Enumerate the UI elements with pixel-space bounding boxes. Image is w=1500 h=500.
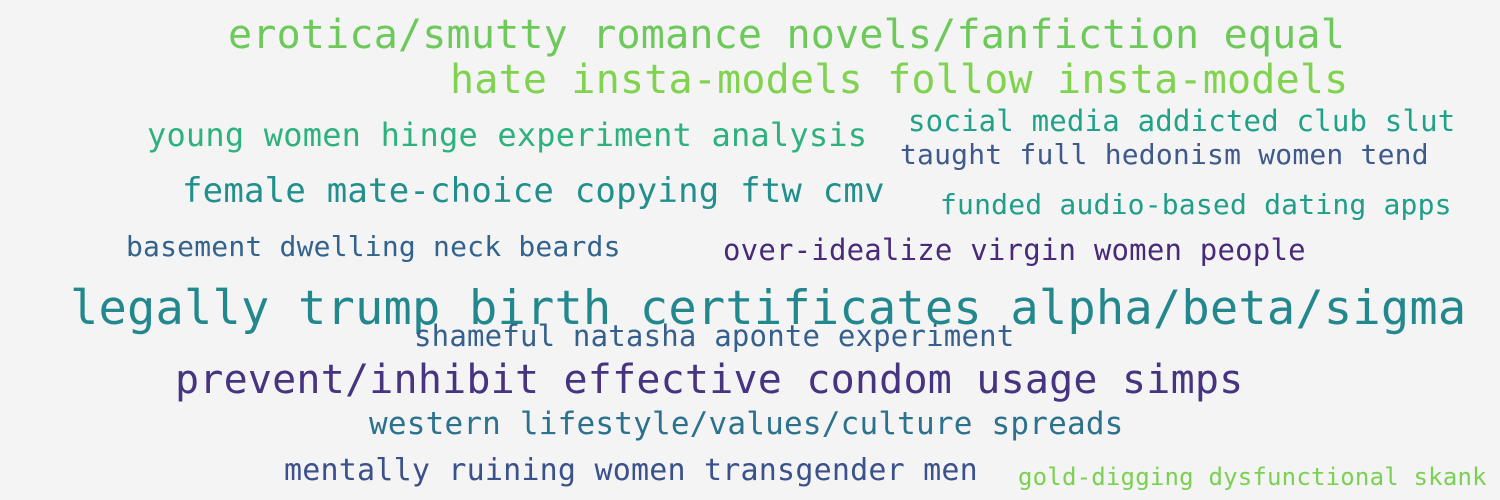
phrase-2: young women hinge experiment analysis — [147, 116, 868, 154]
phrase-3: social media addicted club slut — [908, 104, 1456, 138]
phrase-8: over-idealize virgin women people — [723, 233, 1306, 267]
phrase-12: western lifestyle/values/culture spreads — [369, 406, 1124, 442]
phrase-9: legally trump birth certificates alpha/b… — [70, 281, 1467, 336]
phrase-5: female mate-choice copying ftw cmv — [182, 171, 885, 211]
phrase-4: taught full hedonism women tend — [900, 138, 1429, 171]
phrase-0: erotica/smutty romance novels/fanfiction… — [228, 12, 1345, 58]
phrase-7: basement dwelling neck beards — [126, 230, 621, 263]
phrase-13: mentally ruining women transgender men — [284, 453, 978, 488]
phrase-10: shameful natasha aponte experiment — [414, 319, 1015, 353]
phrase-1: hate insta-models follow insta-models — [450, 57, 1349, 103]
phrase-6: funded audio-based dating apps — [940, 188, 1452, 221]
phrase-11: prevent/inhibit effective condom usage s… — [175, 357, 1244, 403]
phrase-14: gold-digging dysfunctional skank — [1018, 463, 1487, 491]
